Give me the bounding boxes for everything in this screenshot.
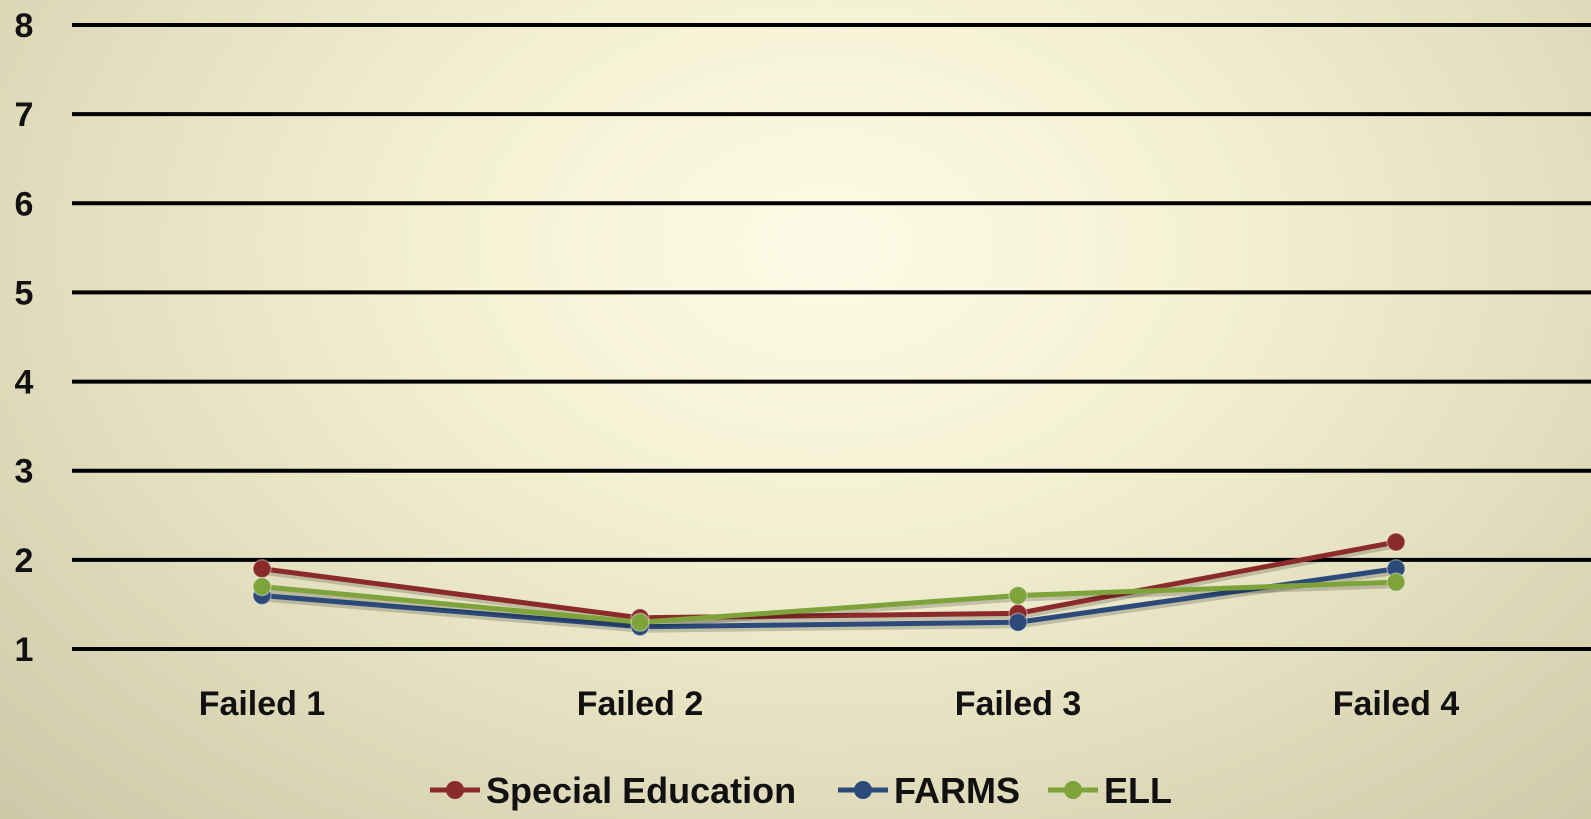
y-tick-label: 5: [15, 274, 34, 312]
y-tick-label: 3: [15, 453, 34, 491]
y-axis-ticks: 1 2 3 4 5 6 7 8: [15, 7, 34, 669]
series-ell: [252, 572, 1406, 633]
x-tick-label: Failed 3: [955, 685, 1082, 723]
legend-marker: [446, 781, 464, 799]
data-point: [630, 612, 650, 633]
series-lines: [252, 532, 1406, 637]
series-line: [261, 579, 1397, 625]
x-tick-label: Failed 1: [199, 685, 326, 723]
y-tick-label: 4: [15, 364, 34, 402]
y-tick-label: 7: [15, 96, 34, 134]
legend: Special Education FARMS ELL: [430, 770, 1172, 811]
x-tick-label: Failed 2: [577, 685, 704, 723]
y-tick-label: 8: [15, 7, 34, 45]
x-tick-label: Failed 4: [1333, 685, 1460, 723]
legend-item-ell: ELL: [1048, 770, 1172, 811]
y-tick-label: 1: [15, 631, 34, 669]
legend-label: ELL: [1104, 770, 1172, 811]
legend-item-farms: FARMS: [838, 770, 1020, 811]
legend-marker: [1064, 781, 1082, 799]
series-line: [261, 539, 1397, 621]
legend-item-special-education: Special Education: [430, 770, 796, 811]
data-point: [1008, 612, 1028, 633]
data-point: [252, 576, 272, 597]
data-point: [1386, 572, 1406, 592]
gridlines: [72, 23, 1591, 651]
y-tick-label: 6: [15, 185, 34, 223]
series-line-shadow: [262, 582, 1398, 629]
legend-label: Special Education: [486, 770, 796, 811]
series-special-education: [252, 532, 1406, 628]
data-point: [1386, 532, 1406, 552]
series-line-shadow: [262, 568, 1398, 633]
series-line-shadow: [262, 542, 1398, 624]
data-point: [1008, 585, 1028, 606]
legend-marker: [854, 781, 872, 799]
data-point: [252, 559, 272, 579]
y-tick-label: 2: [15, 542, 34, 580]
series-line: [261, 566, 1397, 630]
x-axis-ticks: Failed 1 Failed 2 Failed 3 Failed 4: [199, 685, 1460, 723]
legend-label: FARMS: [894, 770, 1020, 811]
